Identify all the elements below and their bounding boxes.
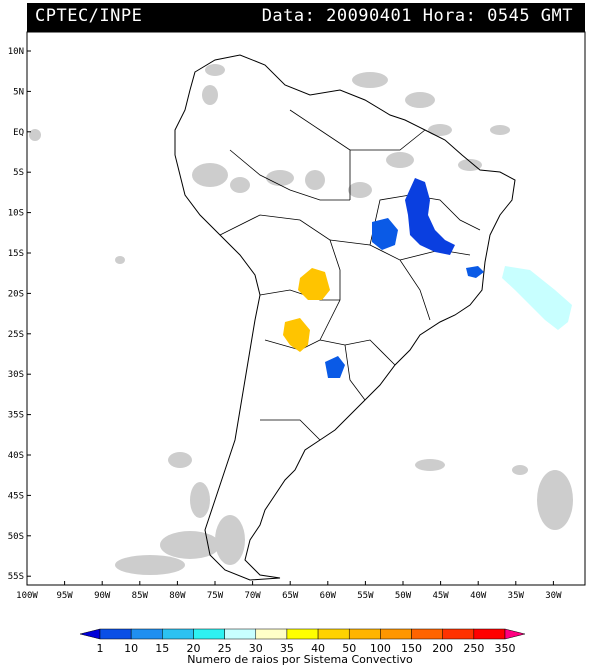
system-central-brazil	[372, 218, 398, 250]
lat-label: 55S	[8, 572, 24, 582]
legend-swatch	[411, 628, 443, 640]
lat-label: 10S	[8, 209, 24, 219]
legend-value: 30	[249, 642, 263, 655]
lat-label: 15S	[8, 249, 24, 259]
legend-value: 20	[186, 642, 200, 655]
legend-swatch	[473, 628, 506, 640]
legend-title: Numero de raios por Sistema Convectivo	[187, 653, 413, 666]
legend-value: 25	[218, 642, 232, 655]
lon-label: 95W	[56, 591, 73, 601]
legend-swatch	[79, 628, 101, 640]
legend-swatch	[348, 628, 381, 640]
legend-swatch	[193, 628, 225, 640]
system-ne-brazil	[405, 178, 455, 255]
lon-label: 80W	[169, 591, 186, 601]
south-america-coastline	[174, 54, 516, 581]
lat-label: 10N	[8, 47, 24, 57]
lon-label: 55W	[357, 591, 374, 601]
system-rs	[325, 356, 345, 378]
legend-swatch	[99, 628, 132, 640]
legend-value: 1	[97, 642, 104, 655]
lon-label: 60W	[320, 591, 337, 601]
lat-label: 40S	[8, 451, 24, 461]
legend-value: 350	[495, 642, 516, 655]
lon-label: 85W	[132, 591, 149, 601]
legend-value: 35	[280, 642, 294, 655]
legend-value: 200	[432, 642, 453, 655]
lat-label: 20S	[8, 289, 24, 299]
lat-label: 5N	[13, 87, 24, 97]
legend-swatch	[286, 628, 319, 640]
longitude-axis: 100W 95W 90W 85W 80W 75W 70W 65W 60W 55W 50W 45W 40W…	[16, 581, 562, 601]
lon-label: 30W	[545, 591, 562, 601]
lon-label: 70W	[244, 591, 261, 601]
lon-label: 75W	[207, 591, 224, 601]
legend-swatch	[442, 628, 475, 640]
convective-systems	[283, 178, 572, 378]
legend-swatch	[504, 628, 526, 640]
cloud-layer	[29, 64, 573, 575]
system-bahia	[466, 266, 484, 278]
legend-colorbar	[79, 628, 526, 640]
legend-value: 250	[463, 642, 484, 655]
legend-swatch	[162, 628, 194, 640]
lon-label: 90W	[94, 591, 111, 601]
system-bolivia	[298, 268, 330, 300]
datetime-label: Data: 20090401 Hora: 0545 GMT	[261, 6, 573, 26]
legend-value: 40	[311, 642, 325, 655]
map-frame	[26, 31, 586, 586]
legend-swatch	[255, 628, 288, 640]
lat-label: EQ	[13, 128, 24, 138]
latitude-axis: 10N 5N EQ 5S 10S 15S 20S 25S 30S 35S 40S 45S 50S 55S	[8, 47, 31, 582]
lon-label: 50W	[395, 591, 412, 601]
lon-label: 35W	[508, 591, 525, 601]
legend-swatch	[317, 628, 350, 640]
legend-values: 1 10 15 20 25 30 35 40 50 100 150 200 250 350	[97, 642, 516, 655]
lat-label: 50S	[8, 532, 24, 542]
legend-value: 50	[342, 642, 356, 655]
legend-value: 150	[401, 642, 422, 655]
map-header: CPTEC/INPE Data: 20090401 Hora: 0545 GMT	[27, 3, 585, 32]
lat-label: 5S	[13, 168, 24, 178]
lat-label: 30S	[8, 370, 24, 380]
lon-label: 45W	[432, 591, 449, 601]
system-atlantic	[502, 266, 572, 330]
lat-label: 35S	[8, 411, 24, 421]
lat-label: 45S	[8, 491, 24, 501]
legend-value: 100	[370, 642, 391, 655]
legend-swatch	[130, 628, 163, 640]
lon-label: 65W	[282, 591, 299, 601]
legend-swatch	[224, 628, 257, 640]
source-label: CPTEC/INPE	[35, 6, 143, 26]
legend-value: 15	[155, 642, 169, 655]
legend-swatch	[380, 628, 412, 640]
lon-label: 100W	[16, 591, 38, 601]
lon-label: 40W	[470, 591, 487, 601]
system-paraguay	[283, 318, 310, 352]
lat-label: 25S	[8, 330, 24, 340]
legend-value: 10	[124, 642, 138, 655]
